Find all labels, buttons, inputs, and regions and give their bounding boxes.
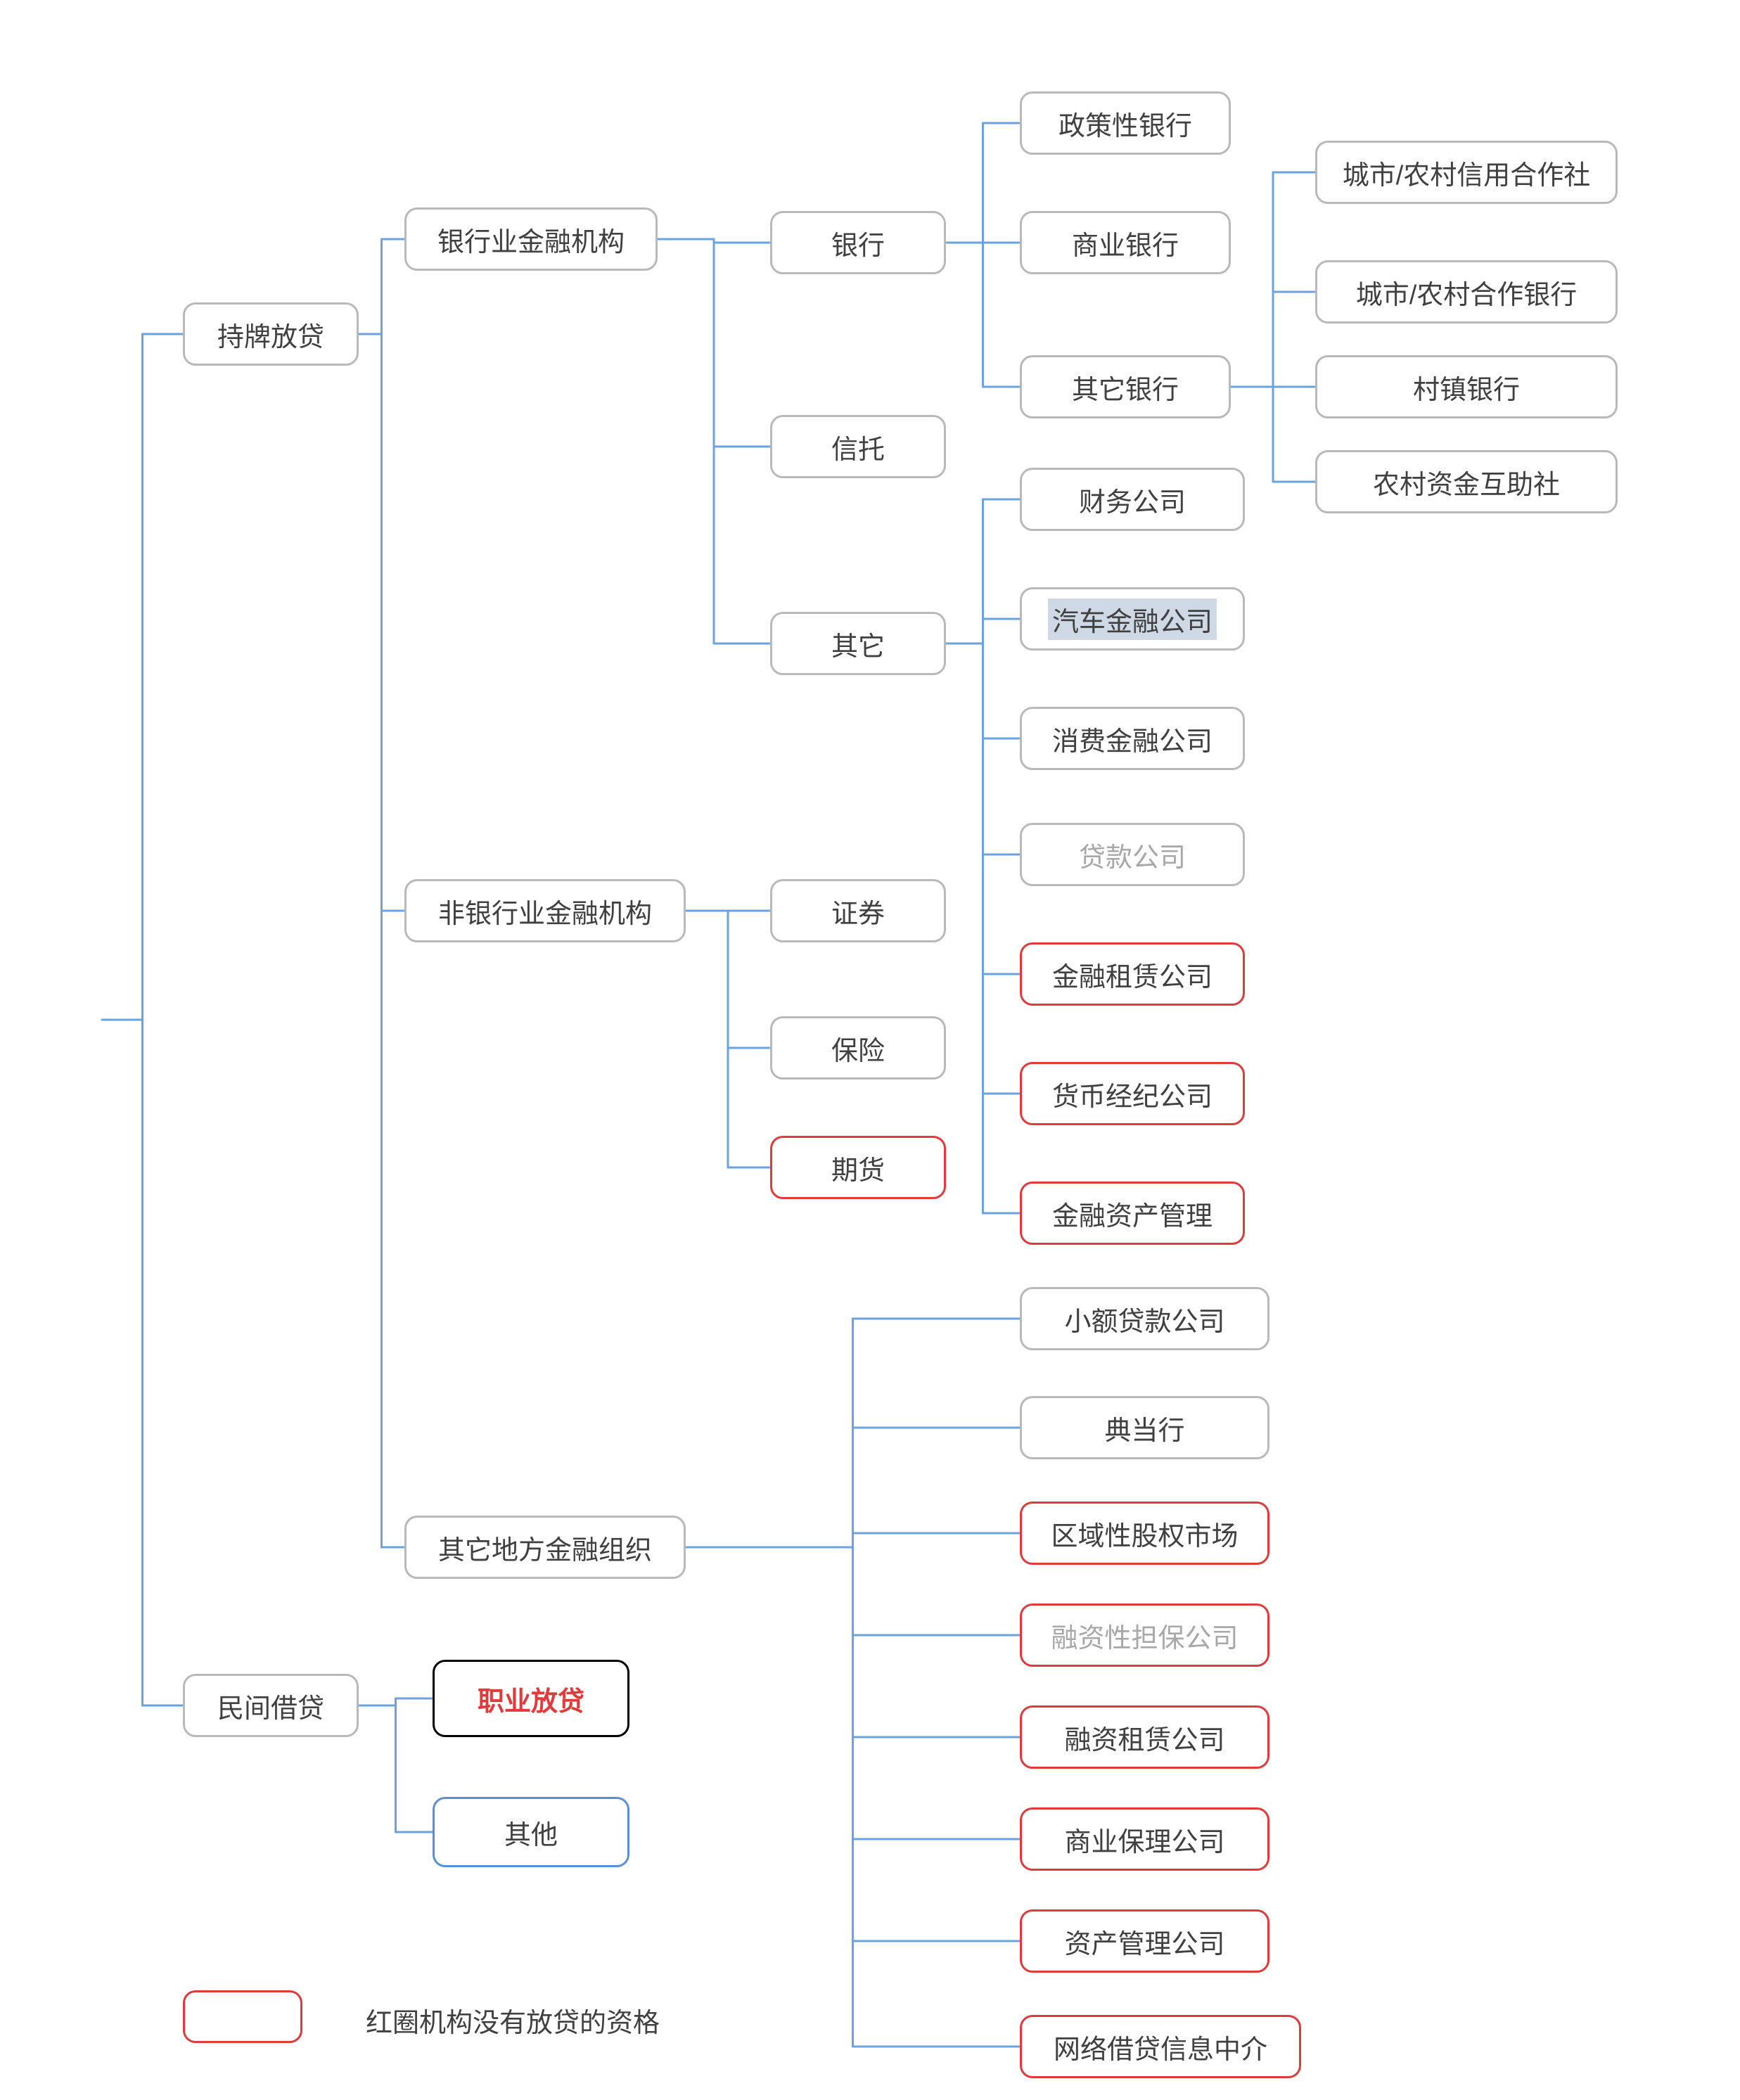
node-label: 其他 — [504, 1813, 558, 1852]
node-label: 信托 — [831, 428, 885, 466]
node-label: 金融资产管理 — [1052, 1194, 1213, 1233]
legend-text: 红圈机构没有放贷的资格 — [366, 2001, 660, 2040]
tree-node: 其它地方金融组织 — [404, 1516, 686, 1579]
node-label: 金融租赁公司 — [1052, 955, 1213, 994]
tree-node: 村镇银行 — [1315, 355, 1618, 418]
node-label: 融资租赁公司 — [1064, 1718, 1224, 1757]
legend-swatch — [183, 1990, 302, 2043]
node-label: 商业银行 — [1072, 224, 1179, 262]
tree-node: 资产管理公司 — [1020, 1909, 1269, 1973]
node-label: 农村资金互助社 — [1373, 463, 1560, 501]
tree-node: 其它银行 — [1020, 355, 1231, 418]
tree-node: 民间借贷 — [183, 1674, 359, 1737]
tree-node: 商业银行 — [1020, 211, 1231, 274]
tree-node: 典当行 — [1020, 1396, 1269, 1459]
tree-node: 城市/农村信用合作社 — [1315, 141, 1618, 204]
node-label: 其它 — [831, 625, 885, 663]
node-label: 期货 — [831, 1148, 885, 1187]
node-label: 非银行业金融机构 — [438, 892, 652, 930]
tree-node: 农村资金互助社 — [1315, 450, 1618, 513]
tree-node: 银行业金融机构 — [404, 207, 658, 271]
node-label: 银行 — [831, 224, 885, 262]
node-label: 职业放贷 — [478, 1679, 584, 1718]
tree-node: 汽车金融公司 — [1020, 587, 1245, 651]
tree-node: 其它 — [770, 612, 946, 675]
node-label: 区域性股权市场 — [1051, 1514, 1238, 1553]
node-label: 商业保理公司 — [1064, 1820, 1224, 1859]
node-label: 政策性银行 — [1058, 104, 1192, 143]
tree-node: 城市/农村合作银行 — [1315, 260, 1618, 324]
tree-node: 期货 — [770, 1136, 946, 1199]
tree-node: 其他 — [433, 1797, 629, 1867]
tree-node: 财务公司 — [1020, 468, 1245, 531]
node-label: 融资性担保公司 — [1051, 1616, 1238, 1655]
node-label: 网络借贷信息中介 — [1054, 2028, 1267, 2066]
node-label: 小额贷款公司 — [1064, 1300, 1224, 1338]
node-label: 财务公司 — [1079, 480, 1186, 519]
tree-node: 职业放贷 — [433, 1660, 629, 1737]
tree-node: 货币经纪公司 — [1020, 1062, 1245, 1125]
node-label: 民间借贷 — [217, 1686, 324, 1725]
tree-node: 网络借贷信息中介 — [1020, 2015, 1301, 2078]
node-label: 银行业金融机构 — [437, 220, 625, 259]
node-label: 典当行 — [1104, 1409, 1184, 1447]
node-label: 资产管理公司 — [1064, 1922, 1224, 1961]
tree-node: 证券 — [770, 879, 946, 942]
node-label: 证券 — [831, 892, 885, 930]
tree-node: 消费金融公司 — [1020, 707, 1245, 770]
tree-node: 贷款公司 — [1020, 823, 1245, 886]
tree-node: 非银行业金融机构 — [404, 879, 686, 942]
node-label: 其它银行 — [1072, 368, 1179, 406]
tree-node: 融资性担保公司 — [1020, 1603, 1269, 1667]
node-label: 汽车金融公司 — [1048, 598, 1217, 640]
tree-node: 小额贷款公司 — [1020, 1287, 1269, 1350]
tree-node: 政策性银行 — [1020, 91, 1231, 155]
node-label: 村镇银行 — [1413, 368, 1520, 406]
node-label: 货币经纪公司 — [1052, 1075, 1213, 1113]
node-label: 贷款公司 — [1079, 835, 1186, 874]
tree-node: 金融资产管理 — [1020, 1182, 1245, 1245]
node-label: 其它地方金融组织 — [438, 1528, 652, 1567]
diagram-canvas: 持牌放贷民间借贷 银行业金融机构非银行业金融机构其它地方金融组织职业放贷其他 银行信… — [0, 0, 1740, 2100]
node-label: 城市/农村信用合作社 — [1343, 153, 1591, 192]
tree-node: 信托 — [770, 415, 946, 478]
tree-node: 持牌放贷 — [183, 302, 359, 366]
tree-node: 融资租赁公司 — [1020, 1705, 1269, 1769]
tree-node: 银行 — [770, 211, 946, 274]
tree-node: 保险 — [770, 1016, 946, 1080]
node-label: 消费金融公司 — [1052, 719, 1213, 758]
node-label: 持牌放贷 — [217, 315, 324, 354]
node-label: 城市/农村合作银行 — [1356, 273, 1578, 312]
tree-node: 区域性股权市场 — [1020, 1502, 1269, 1565]
tree-node: 金融租赁公司 — [1020, 942, 1245, 1006]
node-label: 保险 — [831, 1029, 885, 1068]
tree-node: 商业保理公司 — [1020, 1807, 1269, 1871]
